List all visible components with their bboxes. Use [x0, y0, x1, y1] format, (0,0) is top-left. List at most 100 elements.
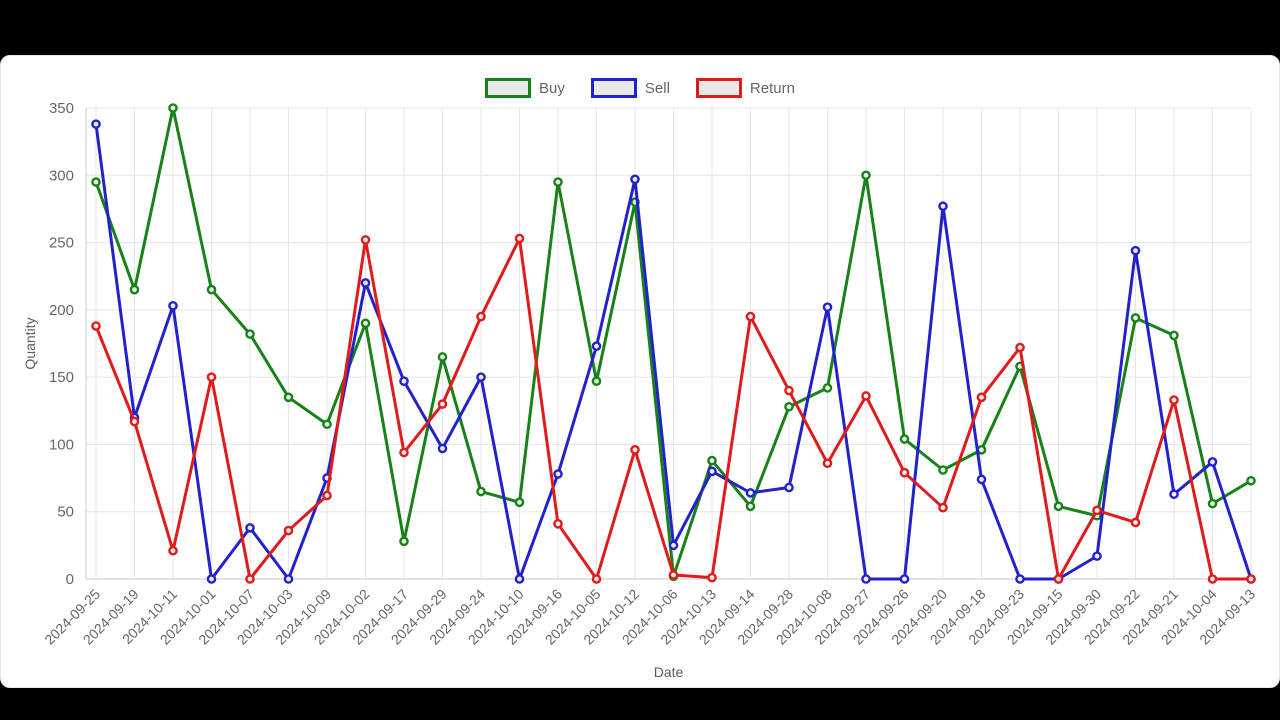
data-point-buy[interactable]: [1053, 501, 1064, 512]
data-point-sell[interactable]: [245, 523, 255, 533]
y-tick-label: 150: [49, 369, 74, 386]
data-point-sell[interactable]: [861, 574, 871, 584]
data-point-return[interactable]: [553, 519, 563, 529]
data-point-return[interactable]: [245, 574, 255, 584]
data-point-buy[interactable]: [206, 284, 217, 295]
data-point-sell[interactable]: [784, 482, 794, 493]
data-point-sell[interactable]: [437, 443, 448, 454]
data-point-sell[interactable]: [283, 574, 294, 584]
data-point-return[interactable]: [745, 311, 756, 322]
data-point-buy[interactable]: [861, 170, 871, 181]
data-point-sell[interactable]: [360, 278, 371, 288]
data-point-return[interactable]: [91, 321, 101, 331]
data-point-buy[interactable]: [938, 465, 948, 475]
data-point-buy[interactable]: [553, 177, 563, 187]
data-point-buy[interactable]: [399, 536, 409, 547]
data-point-buy[interactable]: [476, 486, 486, 497]
data-point-buy[interactable]: [745, 501, 756, 512]
data-point-sell[interactable]: [399, 376, 409, 386]
data-point-sell[interactable]: [707, 466, 717, 477]
data-point-sell[interactable]: [1015, 574, 1025, 584]
data-point-buy[interactable]: [822, 383, 833, 393]
data-point-buy[interactable]: [591, 376, 602, 386]
top-letterbox-bar: [0, 0, 1280, 55]
data-point-return[interactable]: [707, 572, 717, 583]
data-point-sell[interactable]: [899, 574, 910, 584]
line-chart[interactable]: 0501001502002503003502024-09-252024-09-1…: [1, 56, 1280, 689]
data-point-sell[interactable]: [745, 488, 756, 498]
data-point-return[interactable]: [1015, 342, 1025, 353]
data-point-return[interactable]: [476, 311, 486, 322]
data-point-return[interactable]: [822, 458, 833, 469]
data-point-return[interactable]: [322, 490, 332, 501]
data-point-sell[interactable]: [1130, 245, 1141, 256]
legend-item-sell[interactable]: Sell: [590, 78, 670, 98]
data-point-return[interactable]: [399, 447, 409, 458]
data-point-buy[interactable]: [899, 434, 910, 444]
y-tick-label: 0: [66, 571, 74, 588]
data-point-sell[interactable]: [668, 540, 679, 551]
legend-swatch-sell: [590, 78, 637, 98]
data-point-return[interactable]: [360, 235, 371, 245]
data-point-buy[interactable]: [1246, 475, 1256, 486]
y-tick-label: 200: [49, 302, 74, 319]
legend-label-return: Return: [749, 79, 795, 97]
y-tick-label: 50: [57, 504, 74, 521]
data-point-sell[interactable]: [168, 301, 178, 311]
data-point-sell[interactable]: [476, 372, 486, 382]
chart-legend: Buy Sell Return: [1, 78, 1279, 98]
data-point-return[interactable]: [168, 545, 178, 556]
data-point-return[interactable]: [976, 392, 987, 403]
legend-label-sell: Sell: [644, 79, 670, 97]
data-point-sell[interactable]: [1092, 551, 1102, 561]
data-point-return[interactable]: [1092, 505, 1102, 516]
data-point-return[interactable]: [861, 391, 871, 401]
data-point-buy[interactable]: [784, 401, 794, 412]
data-point-return[interactable]: [591, 574, 602, 584]
data-point-return[interactable]: [784, 385, 794, 396]
data-point-buy[interactable]: [168, 103, 178, 113]
data-point-return[interactable]: [283, 525, 294, 536]
legend-swatch-buy: [485, 78, 532, 98]
data-point-sell[interactable]: [822, 302, 833, 312]
data-point-return[interactable]: [938, 502, 948, 513]
data-point-buy[interactable]: [1169, 330, 1179, 341]
data-point-sell[interactable]: [91, 119, 101, 129]
data-point-return[interactable]: [1246, 574, 1256, 584]
data-point-sell[interactable]: [938, 201, 948, 212]
data-point-sell[interactable]: [630, 174, 640, 185]
data-point-buy[interactable]: [245, 329, 255, 339]
data-point-sell[interactable]: [1169, 489, 1179, 500]
data-point-return[interactable]: [1169, 395, 1179, 405]
legend-item-return[interactable]: Return: [695, 78, 795, 98]
data-point-sell[interactable]: [206, 574, 217, 584]
data-point-buy[interactable]: [514, 497, 525, 508]
data-point-buy[interactable]: [437, 352, 448, 362]
y-tick-label: 100: [49, 436, 74, 453]
data-point-return[interactable]: [1130, 517, 1141, 528]
legend-item-buy[interactable]: Buy: [485, 78, 565, 98]
legend-swatch-return: [695, 78, 742, 98]
data-point-sell[interactable]: [514, 574, 525, 584]
data-point-buy[interactable]: [1207, 498, 1218, 509]
data-point-buy[interactable]: [360, 318, 371, 329]
data-point-buy[interactable]: [283, 392, 294, 403]
data-point-sell[interactable]: [591, 341, 602, 351]
data-point-return[interactable]: [206, 372, 217, 382]
data-point-return[interactable]: [129, 416, 140, 427]
data-point-buy[interactable]: [129, 284, 140, 295]
data-point-return[interactable]: [514, 233, 525, 244]
data-point-return[interactable]: [1207, 574, 1218, 584]
data-point-return[interactable]: [630, 445, 640, 455]
data-point-sell[interactable]: [1207, 457, 1218, 467]
data-point-return[interactable]: [899, 467, 910, 478]
data-point-sell[interactable]: [976, 474, 987, 485]
data-point-sell[interactable]: [553, 469, 563, 479]
data-point-buy[interactable]: [707, 455, 717, 466]
data-point-return[interactable]: [668, 570, 679, 580]
data-point-buy[interactable]: [91, 177, 101, 187]
data-point-buy[interactable]: [322, 419, 332, 430]
data-point-return[interactable]: [437, 399, 448, 409]
data-point-return[interactable]: [1053, 574, 1064, 584]
data-point-buy[interactable]: [1130, 313, 1141, 323]
